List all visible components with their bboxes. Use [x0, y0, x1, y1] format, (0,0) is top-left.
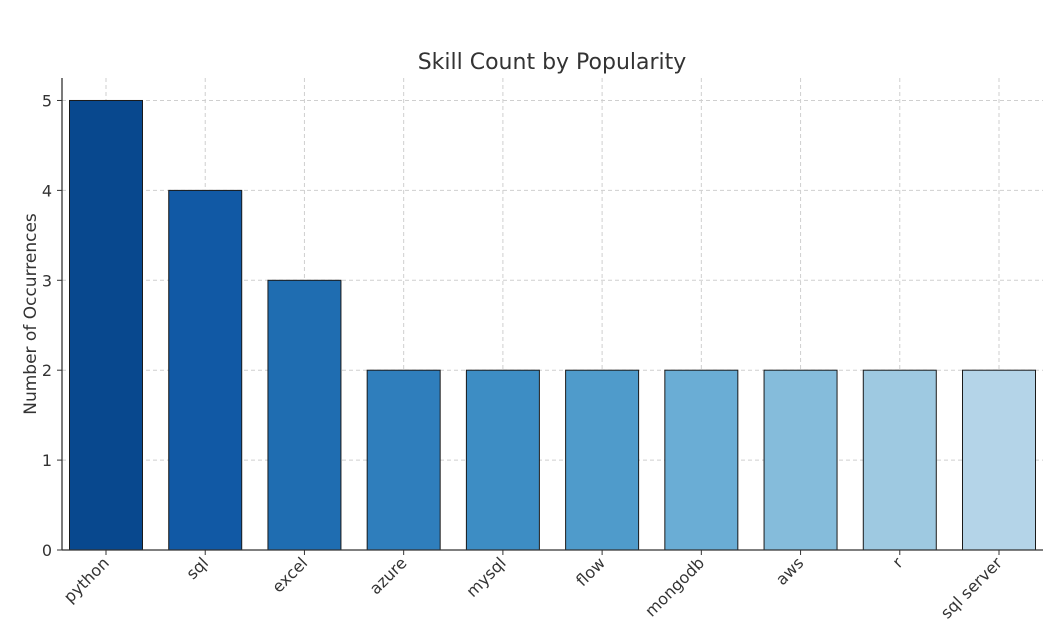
bar-aws	[763, 369, 838, 551]
y-axis-label: Number of Occurrences	[21, 213, 41, 415]
y-tick-label: 1	[42, 451, 52, 470]
y-tick-label: 5	[42, 91, 52, 110]
x-tick-label: excel	[268, 553, 311, 596]
bar-r	[862, 369, 937, 551]
y-tick-label: 0	[42, 541, 52, 560]
chart-title: Skill Count by Popularity	[418, 50, 687, 75]
y-tick-label: 4	[42, 181, 52, 200]
bar-mysql	[465, 369, 540, 551]
x-tick-label: azure	[366, 553, 411, 598]
x-tick-label: flow	[572, 553, 609, 590]
bar-flow	[565, 369, 640, 551]
x-tick-label: mongodb	[641, 553, 708, 620]
x-tick-label: python	[60, 553, 113, 606]
x-tick-label: sql server	[937, 553, 1006, 622]
y-tick-label: 3	[42, 271, 52, 290]
x-tick-labels: python sql excel azure mysql flow mongodb aws r s…	[60, 550, 1006, 622]
y-tick-label: 2	[42, 361, 52, 380]
bar-python	[69, 99, 143, 551]
bars-layer	[69, 99, 1036, 551]
x-tick-label: r	[889, 553, 907, 571]
y-tick-labels: 0 1 2 3 4 5	[42, 91, 62, 560]
bar-excel	[267, 279, 342, 551]
bar-sql-server	[962, 369, 1036, 551]
bar-sql	[168, 189, 243, 551]
x-tick-label: mysql	[462, 553, 509, 600]
x-tick-label: sql	[182, 553, 212, 583]
x-tick-label: aws	[772, 553, 808, 589]
bar-mongodb	[664, 369, 739, 551]
bar-azure	[366, 369, 441, 551]
